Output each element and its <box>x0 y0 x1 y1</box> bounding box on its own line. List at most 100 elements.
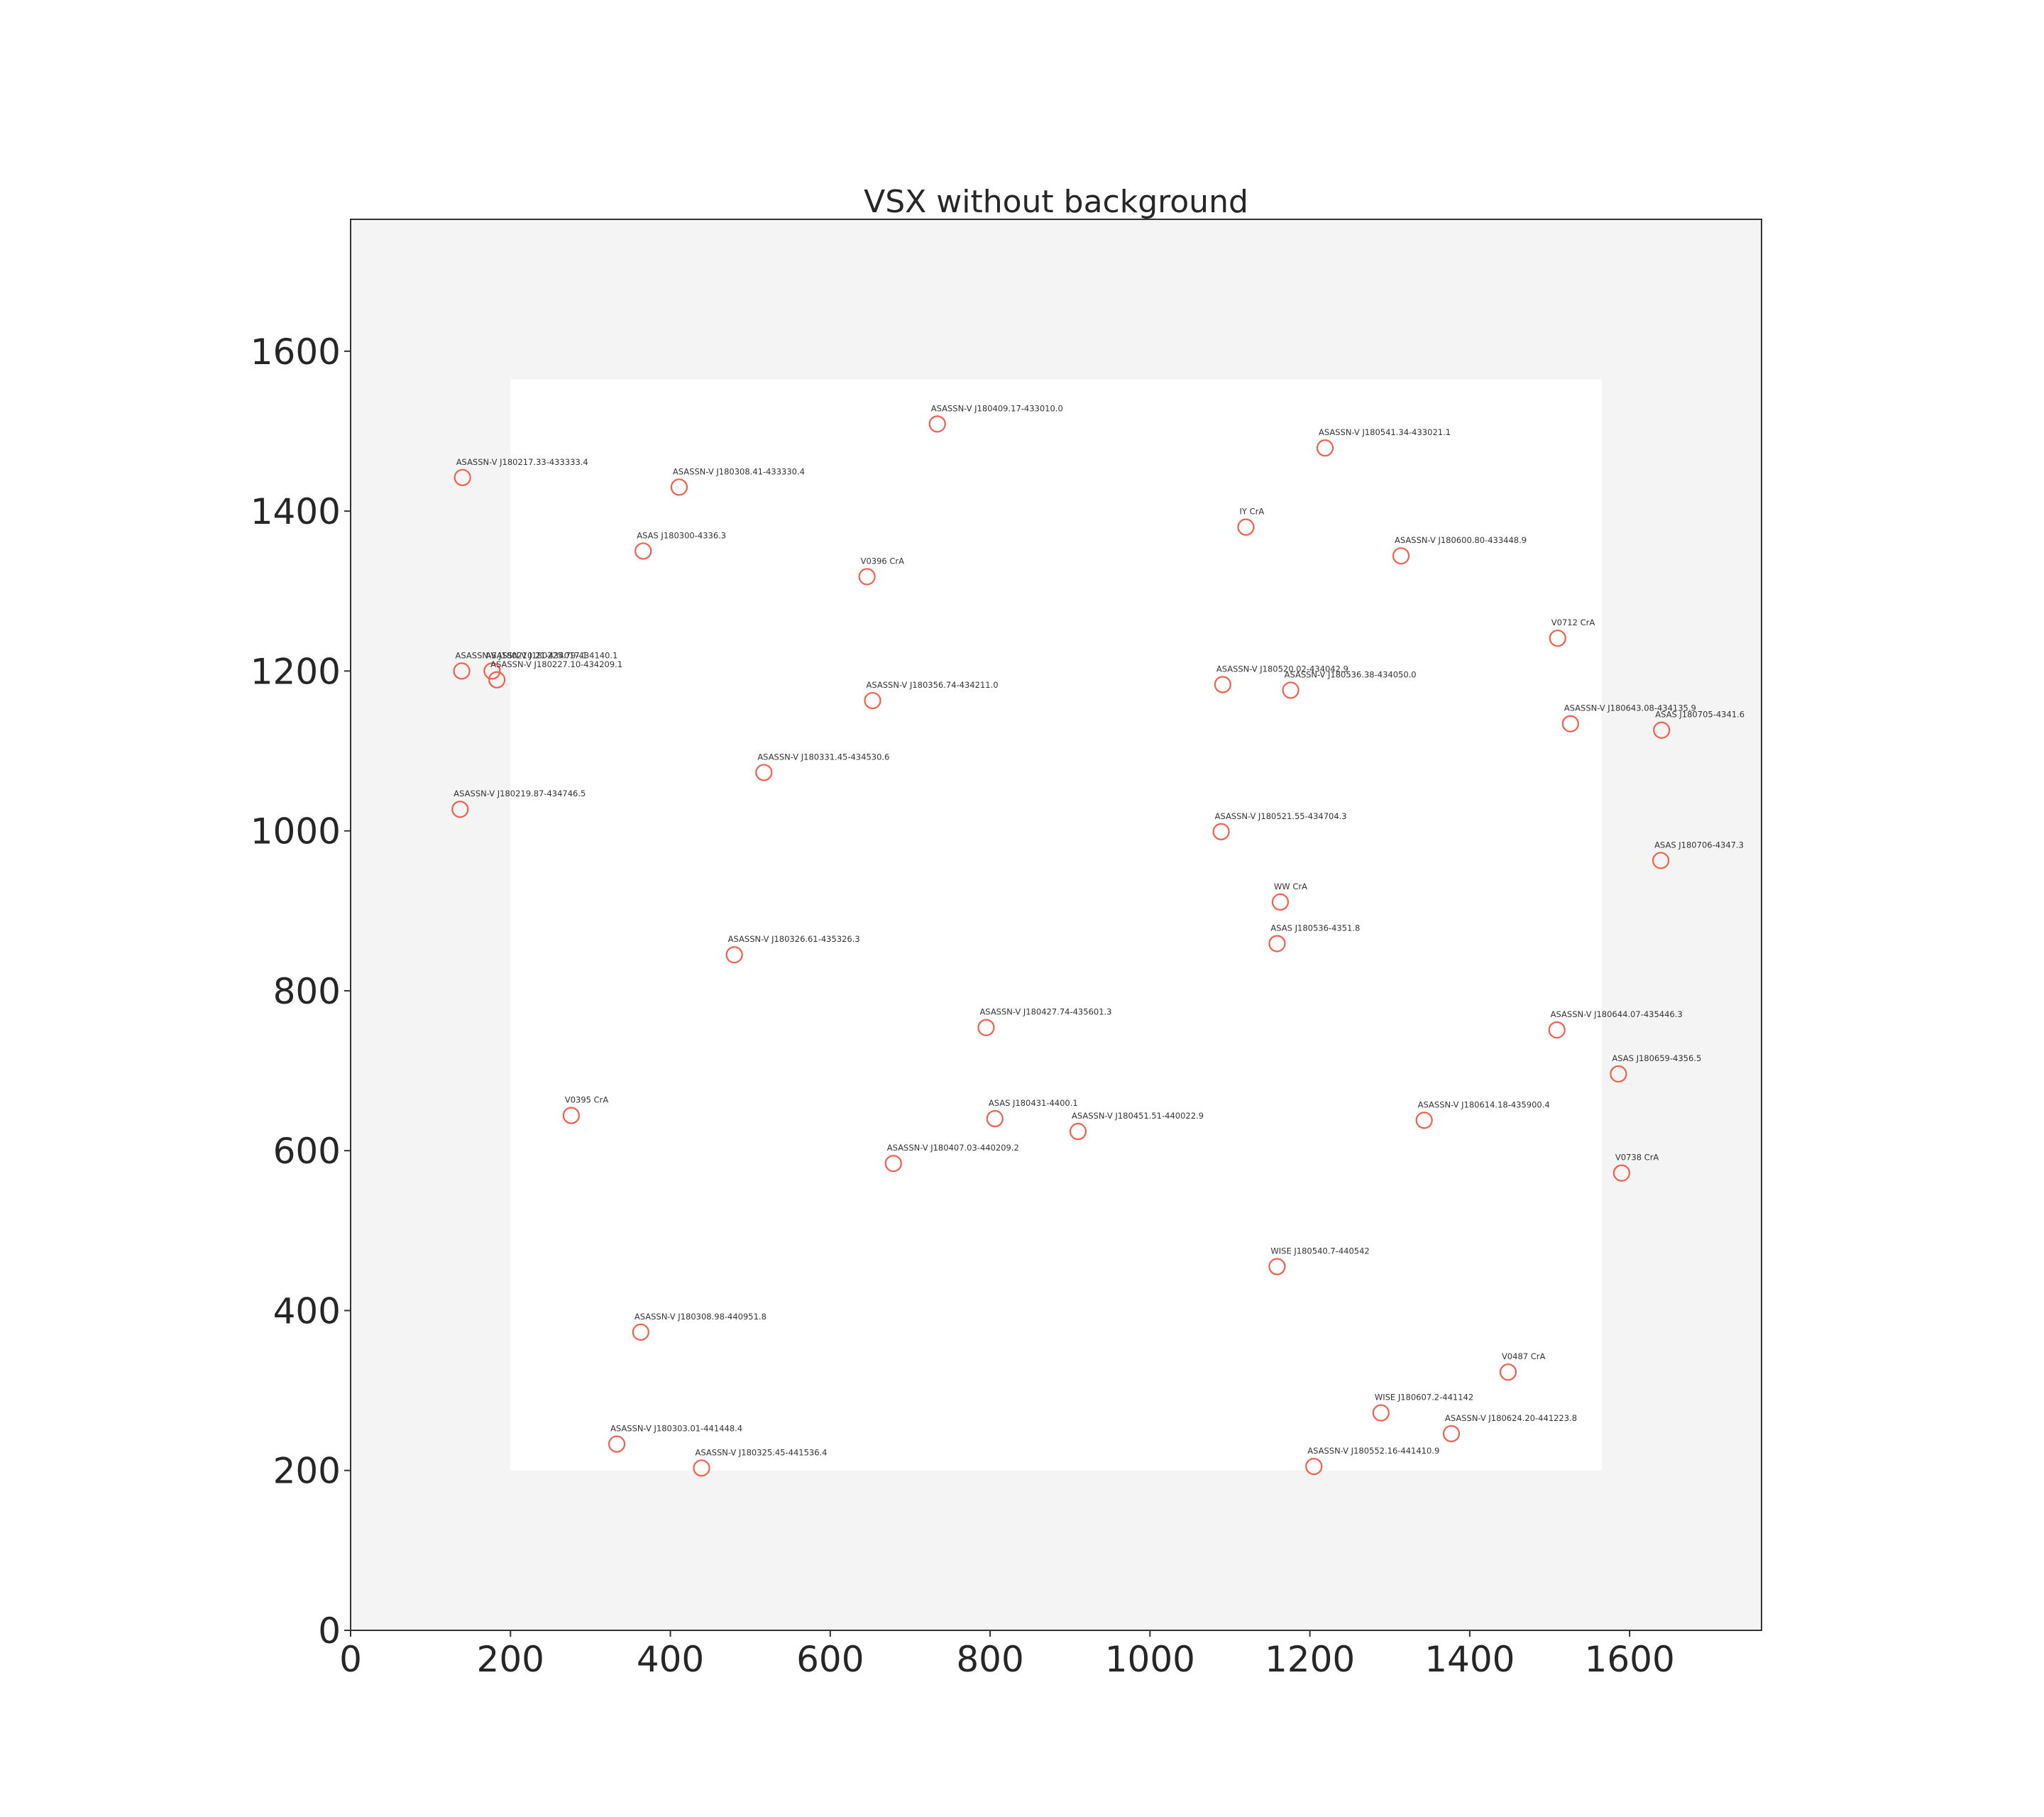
data-point <box>755 764 773 781</box>
y-tick-label: 800 <box>273 971 341 1012</box>
point-label: V0487 CrA <box>1502 1351 1546 1361</box>
data-point <box>1268 1258 1286 1275</box>
point-label: ASASSN-V J180600.80-433448.9 <box>1395 535 1527 545</box>
x-axis: 0 200 400 600 800 1000 1200 1400 1600 <box>339 1630 1675 1680</box>
point-label: WW CrA <box>1274 882 1307 891</box>
x-tick-label: 200 <box>477 1639 544 1680</box>
point-label: ASAS J180706-4347.3 <box>1654 840 1744 850</box>
point-label: ASAS J180659-4356.5 <box>1612 1053 1701 1063</box>
point-label: V0396 CrA <box>861 556 905 566</box>
y-tick-label: 1200 <box>251 651 341 692</box>
data-point <box>1392 547 1410 565</box>
x-tick-label: 1400 <box>1424 1639 1515 1680</box>
point-label: ASASSN-V J180552.16-441410.9 <box>1307 1446 1439 1456</box>
data-point <box>1653 721 1671 739</box>
data-point <box>1612 1164 1630 1182</box>
point-label: ASAS J180431-4400.1 <box>989 1098 1078 1108</box>
x-tick-label: 1200 <box>1265 1639 1355 1680</box>
data-point <box>1442 1424 1461 1443</box>
x-tick-label: 600 <box>796 1639 864 1680</box>
data-point <box>1282 681 1300 699</box>
y-axis: 0 200 400 600 800 1000 1200 1400 1600 <box>251 331 351 1652</box>
point-label: ASASSN-V J180210.21-434017.1 <box>456 650 588 660</box>
data-point <box>488 671 506 688</box>
point-label: ASASSN-V J180326.61-435326.3 <box>728 934 860 944</box>
point-label: ASASSN-V J180225.79-434140.1 <box>485 650 617 660</box>
plot-frame <box>350 219 1762 1631</box>
chart-title: VSX without background <box>864 184 1248 220</box>
y-tick-label: 0 <box>318 1610 341 1652</box>
x-tick-label: 0 <box>339 1639 362 1680</box>
point-label: ASASSN-V J180356.74-434211.0 <box>867 680 999 690</box>
point-label: ASASSN-V J180643.08-434135.9 <box>1564 703 1696 713</box>
data-point <box>634 542 652 560</box>
data-point <box>858 568 876 586</box>
points-layer: ASASSN-V J180409.17-433010.0 ASASSN-V J18… <box>451 403 1744 1477</box>
point-label: ASAS J180536-4351.8 <box>1270 923 1360 933</box>
data-point <box>1316 439 1334 457</box>
data-point <box>928 415 946 433</box>
data-point <box>1561 715 1579 732</box>
point-label: ASASSN-V J180520.02-434042.9 <box>1216 664 1348 674</box>
point-label: ASASSN-V J180624.20-441223.8 <box>1445 1413 1577 1423</box>
inner-region <box>510 379 1602 1471</box>
point-label: ASAS J180300-4336.3 <box>637 530 726 540</box>
data-point <box>670 478 688 496</box>
point-label: ASASSN-V J180644.07-435446.3 <box>1551 1009 1683 1019</box>
data-point <box>725 946 743 964</box>
point-label: ASASSN-V J180325.45-441536.4 <box>695 1447 827 1457</box>
point-label: ASASSN-V J180451.51-440022.9 <box>1072 1111 1204 1121</box>
point-label: ASASSN-V J180427.74-435601.3 <box>979 1007 1111 1017</box>
point-label: ASASSN-V J180219.87-434746.5 <box>454 789 586 798</box>
data-point <box>562 1107 580 1124</box>
point-label: IY CrA <box>1240 507 1265 517</box>
data-point <box>1214 676 1231 693</box>
x-tick-label: 1000 <box>1105 1639 1195 1680</box>
point-label: ASAS J180705-4341.6 <box>1655 710 1744 720</box>
x-tick-label: 1600 <box>1585 1639 1675 1680</box>
point-label: ASASSN-V J180217.33-433333.4 <box>456 457 588 467</box>
data-point <box>454 468 471 486</box>
point-label: ASASSN-V J180614.18-435900.4 <box>1418 1099 1550 1109</box>
data-point <box>1372 1404 1390 1422</box>
data-point <box>1212 823 1230 840</box>
y-tick-label: 400 <box>273 1290 341 1332</box>
data-point <box>693 1459 710 1477</box>
data-point <box>483 662 501 680</box>
point-label: ASASSN-V J180521.55-434704.3 <box>1215 811 1347 821</box>
data-point <box>864 691 881 710</box>
data-point <box>453 662 471 680</box>
data-point <box>632 1323 649 1341</box>
data-point <box>451 801 469 818</box>
x-tick-label: 400 <box>637 1639 704 1680</box>
point-label: ASASSN-V J180331.45-434530.6 <box>757 752 889 762</box>
data-point <box>1237 518 1255 536</box>
y-tick-label: 1000 <box>251 811 341 852</box>
point-label: ASASSN-V J180409.17-433010.0 <box>931 403 1063 413</box>
y-tick-label: 1600 <box>251 331 341 373</box>
data-point <box>1652 852 1670 869</box>
data-point <box>1499 1363 1517 1381</box>
point-label: ASASSN-V J180227.10-434209.1 <box>490 659 622 669</box>
y-tick-label: 600 <box>273 1131 341 1172</box>
point-label: ASASSN-V J180308.98-440951.8 <box>634 1312 766 1322</box>
data-point <box>1268 935 1286 953</box>
point-label: WISE J180607.2-441142 <box>1375 1393 1473 1402</box>
point-label: ASASSN-V J180407.03-440209.2 <box>887 1143 1019 1153</box>
data-point <box>986 1110 1004 1128</box>
point-label: ASASSN-V J180308.41-433330.4 <box>673 466 805 476</box>
data-point <box>1548 1021 1566 1039</box>
data-point <box>1415 1111 1433 1129</box>
point-label: ASASSN-V J180303.01-441448.4 <box>610 1424 742 1434</box>
point-label: WISE J180540.7-440542 <box>1270 1246 1369 1256</box>
point-label: V0395 CrA <box>565 1095 609 1105</box>
data-point <box>884 1155 902 1173</box>
y-tick-label: 1400 <box>251 491 341 532</box>
point-label: ASASSN-V J180536.38-434050.0 <box>1285 669 1417 679</box>
data-point <box>1271 893 1290 911</box>
data-point <box>1069 1123 1087 1141</box>
data-point <box>608 1435 626 1453</box>
point-label: V0712 CrA <box>1551 617 1595 627</box>
point-label: V0738 CrA <box>1615 1153 1659 1163</box>
